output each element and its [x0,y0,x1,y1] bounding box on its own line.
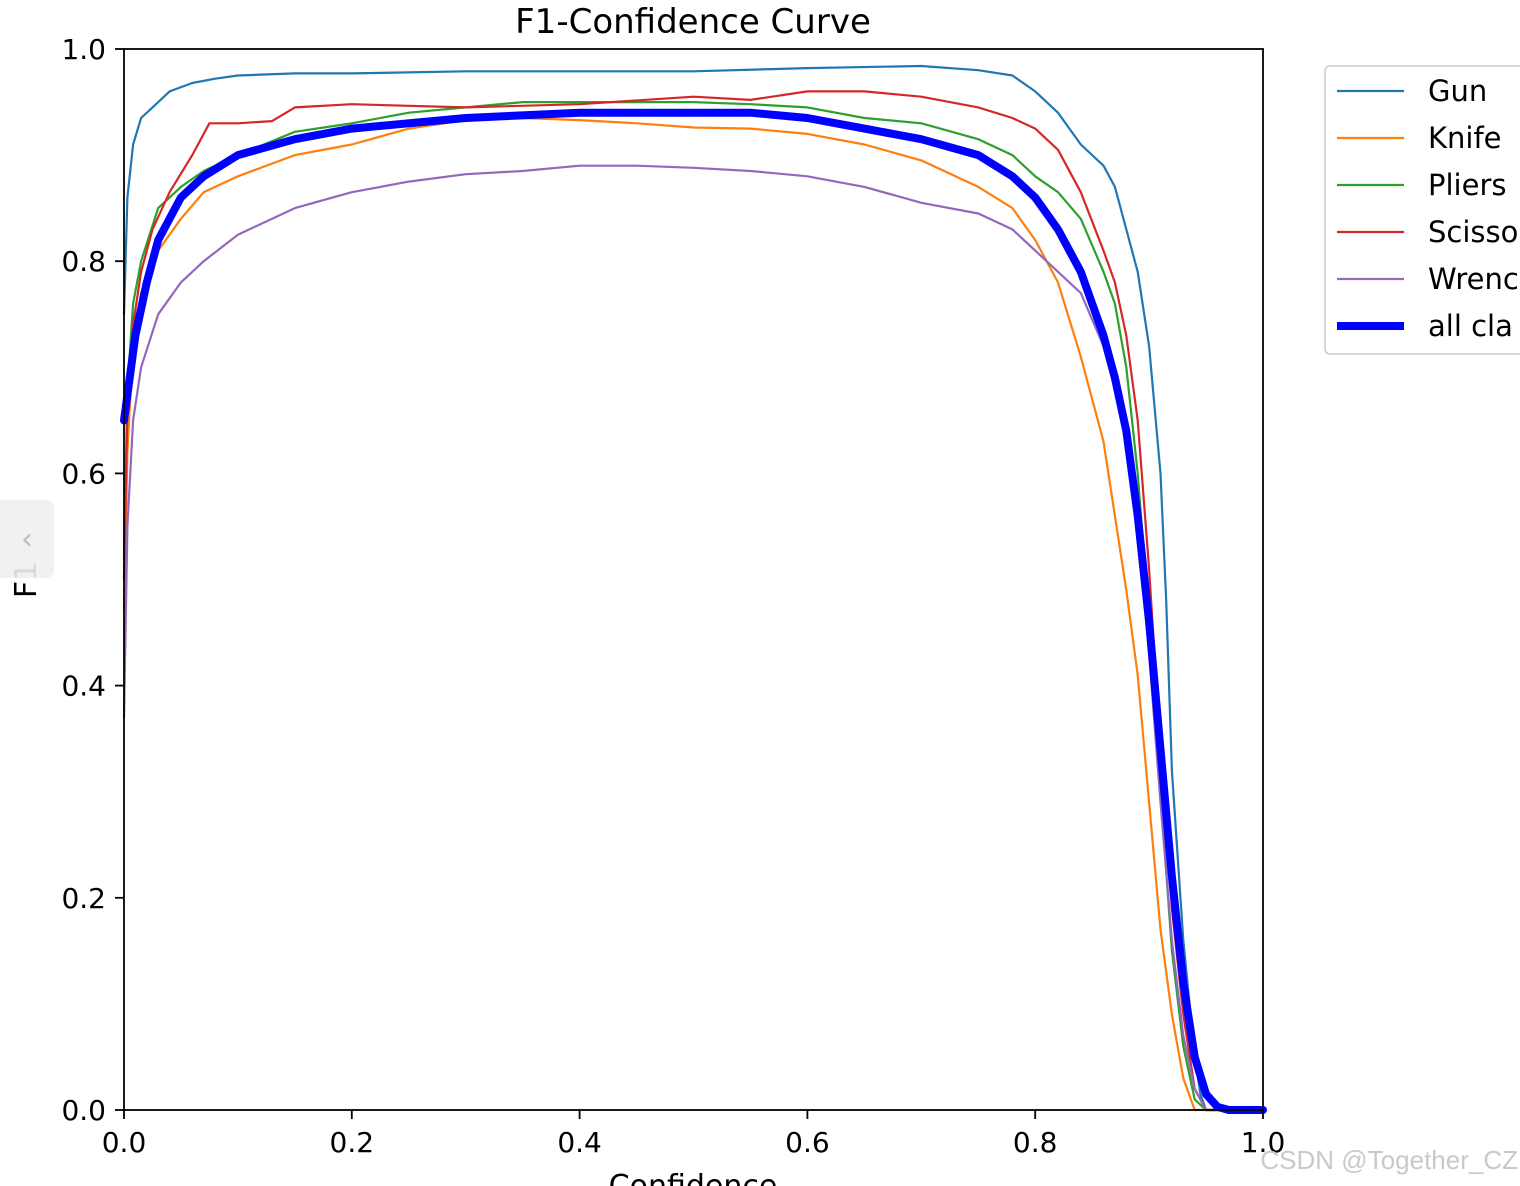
legend-label: Gun [1428,74,1487,108]
y-tick-label: 0.4 [61,670,106,703]
chart-title: F1-Confidence Curve [515,2,871,42]
y-tick-label: 0.8 [61,245,106,278]
x-tick-label: 0.6 [785,1126,830,1159]
legend-items: Gun Knife Pliers Scisso Wrenc all cla [1337,74,1519,343]
series-line-scissors [122,90,1265,1112]
legend: Gun Knife Pliers Scisso Wrenc all cla [1324,65,1520,355]
x-axis-label: Confidence [609,1169,778,1186]
x-tick-label: 0.8 [1013,1126,1058,1159]
x-tick-label: 0.0 [102,1126,147,1159]
prev-image-tab[interactable]: ‹ [0,500,54,578]
series-line-pliers [122,101,1265,1112]
series-line-knife [122,116,1265,1112]
series-line-gun [122,64,1265,1112]
x-tick-label: 0.2 [330,1126,375,1159]
legend-label: Knife [1428,121,1502,155]
series-layer [120,64,1267,1114]
x-tick-label: 0.4 [557,1126,602,1159]
legend-label: Wrenc [1428,262,1519,296]
y-axis-ticks: 0.0 0.2 0.4 0.6 0.8 1.0 [61,33,124,1127]
y-tick-label: 1.0 [61,33,106,66]
series-line-all-classes [120,108,1267,1114]
plot-frame [123,48,1264,1111]
x-tick-label: 1.0 [1241,1126,1286,1159]
legend-label: all cla [1428,309,1513,343]
y-tick-label: 0.0 [61,1094,106,1127]
legend-label: Scisso [1428,215,1518,249]
chevron-left-icon: ‹ [21,521,33,557]
legend-label: Pliers [1428,168,1506,202]
watermark: CSDN @Together_CZ [1260,1145,1518,1175]
x-axis-ticks: 0.0 0.2 0.4 0.6 0.8 1.0 [102,1110,1286,1159]
y-tick-label: 0.6 [61,457,106,490]
y-tick-label: 0.2 [61,882,106,915]
